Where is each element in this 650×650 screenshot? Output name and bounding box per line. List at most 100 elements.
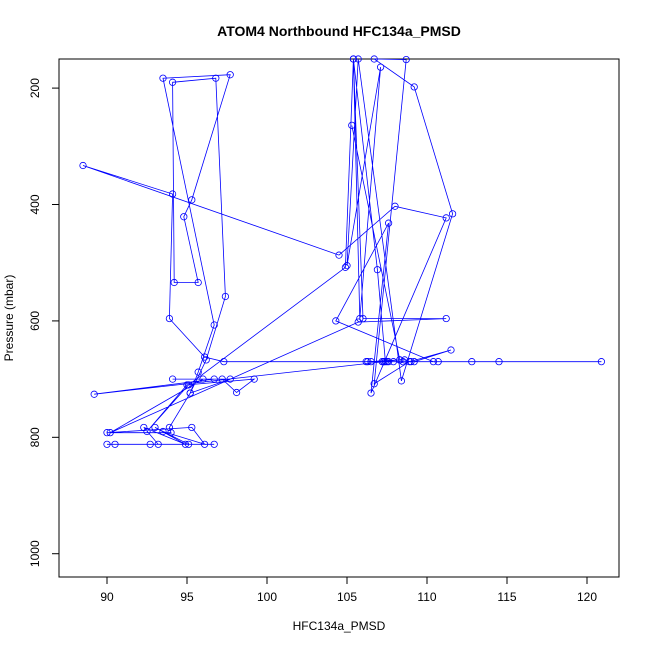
data-point — [380, 358, 388, 366]
data-point — [220, 358, 228, 366]
data-point — [410, 83, 418, 91]
data-point — [181, 440, 189, 448]
data-point — [348, 121, 356, 129]
data-point — [159, 427, 167, 436]
y-tick-label: 800 — [28, 427, 42, 447]
data-point — [335, 251, 343, 259]
data-point — [396, 356, 404, 364]
data-point — [212, 74, 220, 82]
data-point — [597, 358, 606, 366]
series-layer — [79, 55, 606, 448]
data-point — [370, 380, 378, 388]
data-point — [170, 278, 178, 287]
data-point — [448, 210, 457, 218]
data-point — [367, 389, 375, 397]
data-point — [354, 318, 362, 326]
data-point — [201, 440, 209, 448]
data-point — [359, 314, 367, 323]
data-point — [186, 389, 194, 397]
data-point — [383, 358, 391, 366]
data-point — [341, 263, 349, 271]
x-tick-label: 110 — [417, 590, 436, 604]
data-point — [370, 55, 378, 63]
data-point — [146, 440, 154, 448]
chart-title: ATOM4 Northbound HFC134a_PMSD — [217, 23, 461, 39]
data-point — [111, 440, 119, 448]
data-point — [356, 314, 364, 323]
data-point — [429, 358, 437, 366]
x-axis-label: HFC134a_PMSD — [293, 619, 386, 633]
data-point — [90, 390, 98, 398]
plot-frame — [58, 58, 620, 578]
data-point — [188, 196, 196, 204]
data-point — [194, 368, 202, 376]
data-point — [169, 375, 177, 383]
data-point — [167, 429, 175, 437]
data-point — [218, 375, 226, 383]
data-point — [103, 429, 111, 437]
y-tick-label: 200 — [28, 78, 42, 98]
data-point — [332, 317, 340, 325]
x-tick-label: 95 — [180, 590, 194, 604]
data-point — [354, 55, 362, 63]
y-tick-label: 400 — [28, 194, 42, 214]
data-point — [367, 358, 375, 366]
data-point — [169, 78, 177, 86]
data-point — [201, 353, 209, 361]
data-point — [442, 214, 450, 222]
data-point — [397, 377, 405, 385]
data-point — [169, 190, 177, 198]
data-point — [250, 375, 258, 383]
data-point — [159, 74, 167, 82]
data-point — [362, 358, 370, 366]
data-point — [349, 55, 357, 63]
data-point — [103, 440, 111, 448]
data-point — [185, 440, 193, 448]
data-point — [400, 356, 409, 364]
data-point — [442, 314, 450, 323]
data-point — [154, 440, 162, 448]
data-point — [194, 278, 202, 287]
data-point — [434, 358, 442, 366]
data-point — [402, 55, 410, 64]
data-point — [106, 429, 114, 437]
data-point — [151, 423, 159, 432]
data-point — [495, 358, 503, 366]
y-tick-label: 600 — [28, 311, 42, 331]
data-point — [226, 71, 234, 79]
data-point — [210, 375, 218, 383]
data-point — [210, 440, 218, 448]
data-point — [376, 63, 385, 71]
data-point — [233, 388, 241, 397]
data-point — [143, 427, 151, 436]
data-point — [447, 346, 455, 354]
data-point — [343, 262, 351, 270]
data-point — [384, 219, 393, 227]
data-point — [226, 375, 234, 383]
data-point — [391, 202, 399, 210]
series-line — [82, 58, 602, 446]
data-point — [79, 161, 87, 170]
data-point — [180, 213, 188, 221]
axes-layer: 90 95 100 105 110 115 120 200 400 600 800 1000 — [28, 78, 597, 604]
data-point — [373, 266, 381, 274]
y-tick-label: 1000 — [28, 540, 42, 567]
x-tick-label: 105 — [337, 590, 357, 604]
x-tick-label: 90 — [100, 590, 114, 604]
x-tick-label: 120 — [577, 590, 597, 604]
x-tick-label: 100 — [257, 590, 277, 604]
data-point — [468, 358, 476, 366]
data-point — [165, 423, 173, 432]
data-point — [188, 423, 196, 432]
data-point — [199, 375, 207, 383]
data-point — [410, 358, 418, 366]
x-tick-label: 115 — [497, 590, 516, 604]
data-point — [210, 321, 218, 329]
data-point — [221, 292, 229, 301]
data-point — [407, 358, 415, 366]
y-axis-label: Pressure (mbar) — [2, 275, 16, 362]
data-point — [165, 314, 173, 323]
data-point — [183, 381, 191, 389]
